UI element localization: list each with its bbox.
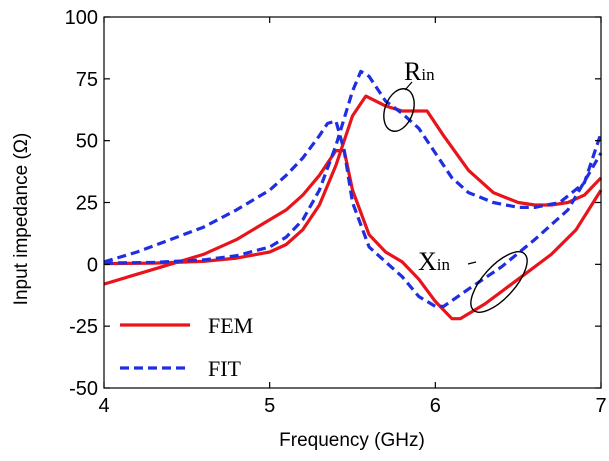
y-tick-labels: -50 -25 0 25 50 75 100 <box>65 7 98 400</box>
legend-label-fem: FEM <box>208 313 253 338</box>
y-tick-label: -50 <box>69 378 98 400</box>
legend-label-fit: FIT <box>208 356 242 381</box>
legend: FEM FIT <box>120 313 253 381</box>
y-tick-label: 75 <box>76 69 98 91</box>
x-tick-label: 7 <box>595 395 606 417</box>
x-tick-label: 5 <box>264 395 275 417</box>
x-in-ellipse <box>470 251 528 313</box>
x-in-label: Xin <box>418 247 451 276</box>
x-tick-labels: 4 5 6 7 <box>98 395 606 417</box>
x-tick-label: 6 <box>430 395 441 417</box>
annotations: Rin Xin <box>383 57 528 313</box>
y-tick-label: 100 <box>65 7 98 29</box>
axes-frame <box>103 16 602 389</box>
r-in-leader <box>404 81 413 91</box>
x-in-leader <box>467 261 477 265</box>
r-in-label: Rin <box>404 57 435 86</box>
r-in-ellipse <box>383 88 415 132</box>
y-tick-label: 25 <box>76 193 98 215</box>
y-tick-label: 0 <box>87 254 98 276</box>
x-tick-label: 4 <box>98 395 109 417</box>
y-tick-label: -25 <box>69 316 98 338</box>
y-axis-label: Input impedance (Ω) <box>11 133 32 306</box>
series-fem-x-line <box>103 149 603 321</box>
curves-layer <box>103 69 603 321</box>
y-tick-label: 50 <box>76 131 98 153</box>
x-axis-label: Frequency (GHz) <box>279 430 425 451</box>
series-fit-r-line <box>103 69 603 265</box>
